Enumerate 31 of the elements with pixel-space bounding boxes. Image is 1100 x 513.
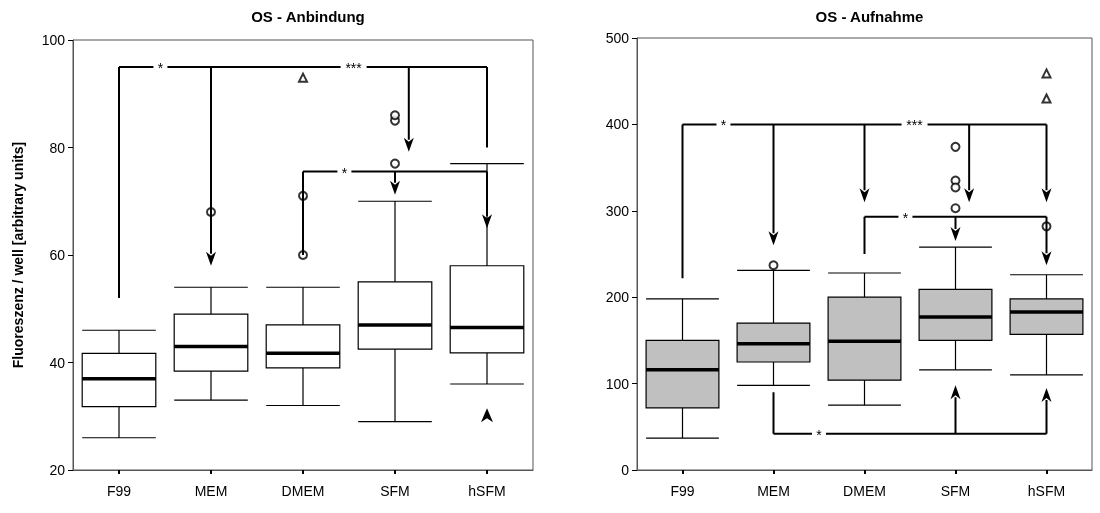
y-tick-label: 20 bbox=[49, 462, 66, 478]
x-tick-label: hSFM bbox=[468, 483, 506, 499]
x-tick-label: MEM bbox=[757, 483, 790, 499]
annotation: * bbox=[902, 209, 909, 226]
y-axis-title: Fluoreszenz / well [arbitrary units] bbox=[10, 141, 26, 369]
chart-title: OS - Aufnahme bbox=[815, 8, 924, 25]
annotation: * bbox=[816, 426, 823, 443]
x-tick-label: DMEM bbox=[843, 483, 886, 499]
y-tick-label: 100 bbox=[41, 32, 66, 48]
y-tick-label: 500 bbox=[605, 30, 630, 46]
annotation: * bbox=[157, 59, 164, 76]
x-tick-label: MEM bbox=[194, 483, 228, 499]
x-tick-label: SFM bbox=[380, 483, 410, 499]
x-tick-label: F99 bbox=[670, 483, 695, 499]
x-tick-label: SFM bbox=[940, 483, 971, 499]
annotation: * bbox=[720, 117, 727, 134]
y-tick-label: 60 bbox=[49, 247, 66, 263]
y-tick-label: 400 bbox=[605, 116, 630, 133]
y-tick-label: 100 bbox=[605, 375, 630, 392]
annotation: *** bbox=[906, 117, 924, 134]
y-tick-label: 300 bbox=[605, 202, 630, 219]
y-tick-label: 80 bbox=[49, 139, 66, 156]
y-tick-label: 40 bbox=[49, 354, 66, 371]
chart-title: OS - Anbindung bbox=[251, 8, 365, 25]
x-tick-label: F99 bbox=[106, 483, 132, 499]
x-tick-label: DMEM bbox=[281, 483, 325, 499]
x-tick-label: hSFM bbox=[1027, 483, 1066, 499]
annotation: *** bbox=[345, 59, 363, 76]
annotation: * bbox=[341, 164, 348, 181]
y-tick-label: 0 bbox=[621, 462, 630, 478]
y-tick-label: 200 bbox=[605, 289, 630, 306]
